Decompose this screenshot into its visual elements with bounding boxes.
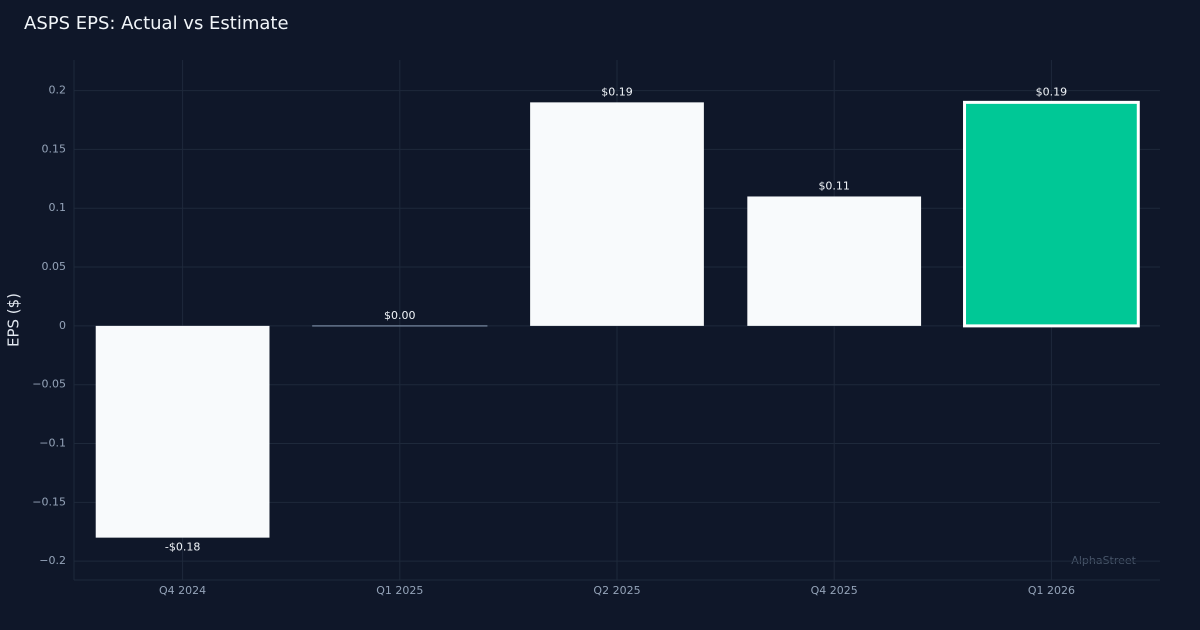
y-tick-label: 0.05 xyxy=(42,260,67,273)
y-tick-label: 0 xyxy=(59,319,66,332)
bar xyxy=(95,325,270,538)
y-tick-label: −0.05 xyxy=(32,378,66,391)
x-tick-label: Q4 2024 xyxy=(159,584,206,597)
value-label: $0.19 xyxy=(601,85,633,98)
y-tick-label: 0.2 xyxy=(49,84,67,97)
value-label: $0.00 xyxy=(384,309,416,322)
watermark: AlphaStreet xyxy=(1071,554,1136,567)
value-label: $0.19 xyxy=(1036,85,1068,98)
chart-title: ASPS EPS: Actual vs Estimate xyxy=(24,13,289,34)
y-tick-label: 0.1 xyxy=(49,201,67,214)
bar xyxy=(747,196,922,326)
bar xyxy=(963,100,1140,328)
y-axis-title: EPS ($) xyxy=(5,293,23,347)
value-label: -$0.18 xyxy=(165,541,200,554)
y-tick-label: −0.15 xyxy=(32,495,66,508)
y-tick-label: 0.15 xyxy=(42,142,67,155)
x-tick-label: Q1 2025 xyxy=(376,584,423,597)
x-tick-label: Q2 2025 xyxy=(593,584,640,597)
y-tick-label: −0.1 xyxy=(39,437,66,450)
x-tick-label: Q1 2026 xyxy=(1028,584,1075,597)
x-tick-label: Q4 2025 xyxy=(811,584,858,597)
value-label: $0.11 xyxy=(818,179,850,192)
y-tick-label: −0.2 xyxy=(39,554,66,567)
bar xyxy=(530,102,704,326)
